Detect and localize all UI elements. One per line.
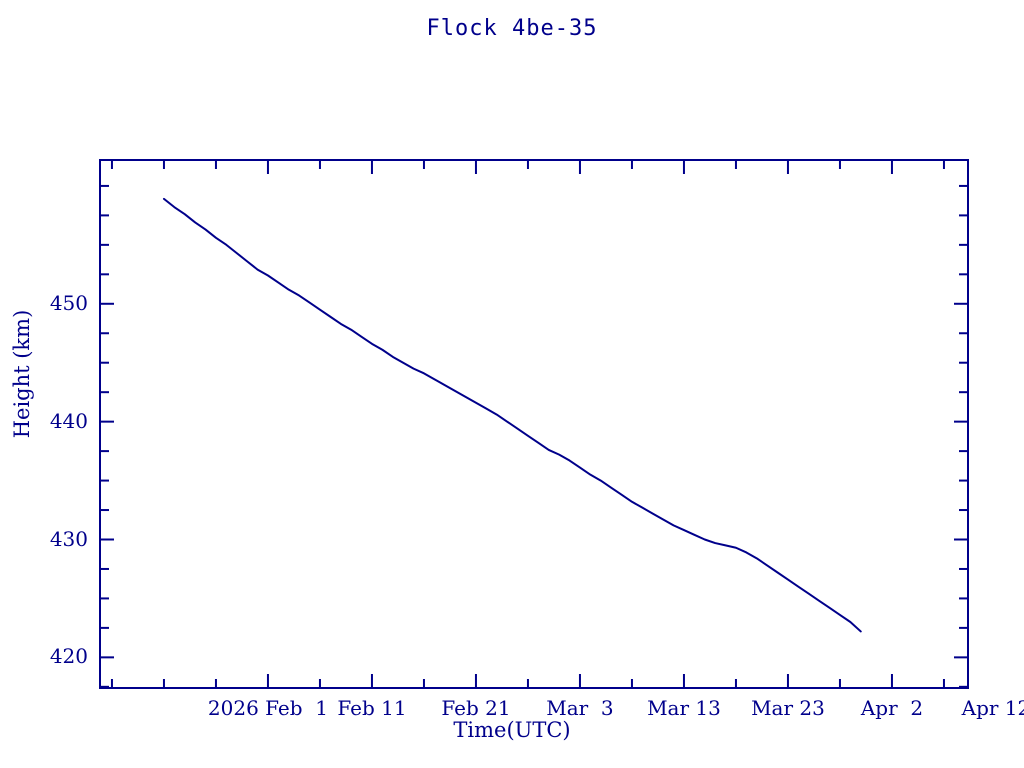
axes-box [99, 159, 969, 689]
x-tick-label: Apr 12 [961, 696, 1024, 720]
y-tick-label: 430 [49, 526, 88, 551]
x-tick-label: 2026 Feb 1 [207, 696, 329, 720]
y-tick-label: 440 [49, 408, 88, 433]
x-tick-label: Mar 3 [546, 696, 614, 720]
y-tick-label: 450 [49, 290, 88, 315]
page-title: Flock 4be-35 [426, 16, 598, 41]
x-tick-label: Apr 2 [860, 696, 924, 720]
x-tick-label: Feb 21 [441, 696, 511, 720]
x-tick-label: Feb 11 [337, 696, 407, 720]
x-tick-label: Mar 23 [751, 696, 825, 720]
x-axis-ticks [110, 160, 945, 688]
y-tick-label: 420 [49, 644, 88, 669]
height-series-line [162, 197, 862, 633]
plot-frame [99, 159, 969, 689]
x-axis-title: Time(UTC) [453, 718, 571, 742]
x-tick-label: Mar 13 [647, 696, 721, 720]
y-axis-ticks [100, 184, 968, 688]
data-series-group [162, 197, 862, 633]
